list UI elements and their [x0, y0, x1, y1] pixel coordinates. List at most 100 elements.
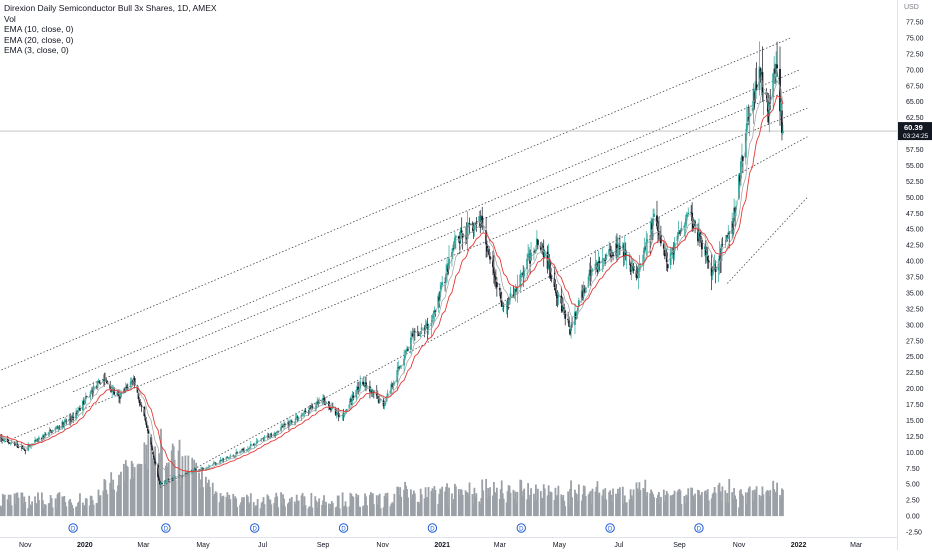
price-axis[interactable]: USD 77.50 75.00 72.50 70.00 67.50 65.00 62.5060… [898, 4, 932, 537]
candle-body [657, 226, 659, 231]
dividend-marker[interactable]: D [161, 523, 171, 533]
volume-bar [543, 488, 546, 517]
volume-bar [390, 503, 393, 517]
volume-bar [274, 497, 277, 517]
dividend-marker[interactable]: D [338, 523, 349, 533]
volume-bar [164, 465, 167, 517]
candle-body [780, 102, 782, 111]
candle-body [581, 292, 584, 299]
time-axis[interactable]: Nov 2020 Mar May Jul Sep Nov 2021 Mar May Jul Sep No… [19, 542, 863, 549]
candle-body [557, 293, 560, 298]
volume-bar [765, 491, 768, 517]
trend-channel-line[interactable] [0, 37, 791, 373]
volume-bar [185, 471, 188, 517]
dividend-marker-label: D [341, 526, 346, 532]
volume-bar [275, 492, 278, 517]
volume-bar [379, 508, 382, 517]
dividend-marker-circle[interactable] [338, 523, 349, 533]
dividend-marker-circle[interactable] [516, 523, 526, 533]
candle-body [608, 249, 611, 254]
candle-body [603, 258, 606, 260]
candle-body [85, 396, 88, 397]
volume-bar [132, 477, 135, 517]
dividend-marker-circle[interactable] [694, 523, 704, 533]
legend-ema-20[interactable]: EMA (20, close, 0) [4, 34, 74, 45]
volume-bar [458, 495, 461, 517]
volume-bar [267, 496, 270, 517]
candle-body [768, 102, 771, 117]
trend-channel-line[interactable] [159, 136, 808, 488]
candle-body [776, 64, 778, 69]
volume-bar [234, 496, 237, 517]
dividend-markers[interactable]: DDDDDDDDD [0, 523, 704, 533]
dividend-marker[interactable]: D [427, 523, 438, 533]
dividend-marker[interactable]: D [516, 523, 526, 533]
dividend-marker[interactable]: D [68, 523, 78, 533]
dividend-marker-circle[interactable] [427, 523, 438, 533]
volume-bar [317, 501, 320, 517]
dividend-marker-circle[interactable] [605, 523, 615, 533]
candle-body [2, 440, 5, 441]
legend-ema-3[interactable]: EMA (3, close, 0) [4, 45, 69, 55]
dividend-marker-circle[interactable] [161, 523, 171, 533]
volume-bar [158, 453, 160, 517]
candle-body [321, 400, 323, 402]
candle-body [494, 277, 497, 280]
candle-body [706, 255, 709, 261]
volume-bar [580, 500, 583, 517]
volume-bar [370, 492, 372, 517]
currency-label[interactable]: USD [904, 4, 919, 11]
volume-bar [389, 506, 392, 517]
candle-body [221, 459, 224, 461]
candle-body [391, 384, 394, 388]
candle-body [472, 227, 475, 233]
dividend-marker[interactable]: D [605, 523, 615, 533]
volume-bar [529, 494, 531, 517]
candle-body [23, 448, 26, 450]
volume-bar [137, 463, 140, 517]
trend-channel-line[interactable] [726, 197, 808, 284]
dividend-marker-circle[interactable] [250, 523, 260, 533]
time-tick-label: May [196, 542, 210, 549]
candle-body [629, 262, 632, 272]
volume-bar [104, 480, 107, 517]
trend-channel-line[interactable] [0, 69, 800, 411]
candle-body [117, 393, 119, 395]
candle-body [136, 386, 139, 393]
legend-volume[interactable]: Vol [4, 13, 16, 24]
price-tick-label: 45.00 [906, 227, 924, 234]
trend-channel-line[interactable] [72, 85, 800, 393]
volume-bar [410, 489, 412, 517]
time-tick-label: Sep [317, 542, 330, 549]
candle-body [684, 224, 687, 226]
candle-body [670, 251, 673, 253]
price-tick-label: 55.00 [906, 163, 924, 170]
symbol-title[interactable]: Direxion Daily Semiconductor Bull 3x Sha… [4, 3, 217, 13]
dividend-marker-label: D [430, 526, 435, 532]
ema-lines [0, 68, 784, 483]
candle-body [507, 307, 510, 308]
trend-channels[interactable] [0, 37, 808, 488]
candle-body [454, 235, 457, 238]
dividend-marker-circle[interactable] [68, 523, 78, 533]
candle-body [445, 273, 447, 280]
volume-bar [85, 498, 88, 517]
dividend-marker[interactable]: D [694, 523, 704, 533]
candle-body [378, 399, 381, 403]
candle-body [316, 402, 319, 403]
volume-bar [172, 446, 175, 517]
candle-body [214, 462, 217, 465]
volume-bar [228, 494, 231, 517]
legend-ema-10[interactable]: EMA (10, close, 0) [4, 24, 74, 34]
dividend-marker[interactable]: D [250, 523, 260, 533]
candle-body [356, 386, 359, 391]
volume-bar [219, 493, 222, 517]
candle-body [638, 268, 641, 272]
volume-bar [165, 462, 168, 517]
volume-bar [247, 502, 250, 517]
candle-body [453, 248, 455, 250]
volume-bar [366, 505, 368, 517]
candle-body [235, 452, 238, 455]
